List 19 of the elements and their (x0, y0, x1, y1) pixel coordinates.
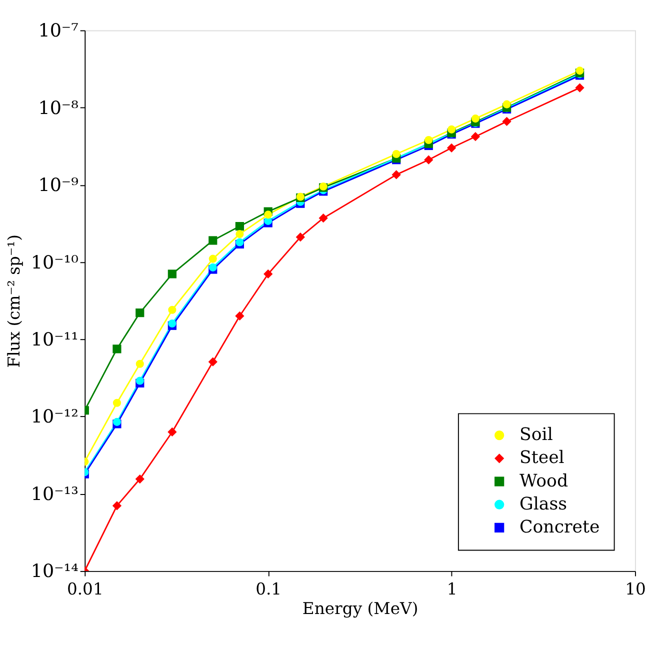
y-tick-label: 10⁻⁹ (38, 175, 78, 196)
y-tick-label: 10⁻¹² (30, 406, 78, 428)
y-tick-label: 10⁻⁷ (38, 20, 78, 42)
y-tick-label: 10⁻¹¹ (30, 330, 78, 350)
y-tick-label: 10⁻⁸ (38, 98, 78, 119)
y-tick-label: 10⁻¹⁰ (30, 252, 78, 274)
x-tick-label: 1 (446, 580, 458, 599)
x-axis-title: Energy (MeV) (302, 598, 418, 618)
y-axis-title: Flux (cm⁻² sp⁻¹) (4, 234, 24, 368)
x-tick-label: 0.01 (66, 580, 104, 599)
x-tick-label: 0.1 (256, 580, 282, 599)
y-tick-label: 10⁻¹⁴ (30, 561, 78, 582)
legend-label: Soil (520, 425, 554, 446)
legend-label: Wood (520, 471, 568, 492)
x-tick-label: 10 (625, 580, 646, 599)
legend-label: Glass (520, 494, 567, 514)
y-tick-label: 10⁻¹³ (30, 484, 78, 505)
legend-label: Steel (520, 448, 565, 468)
legend-label: Concrete (520, 517, 600, 538)
